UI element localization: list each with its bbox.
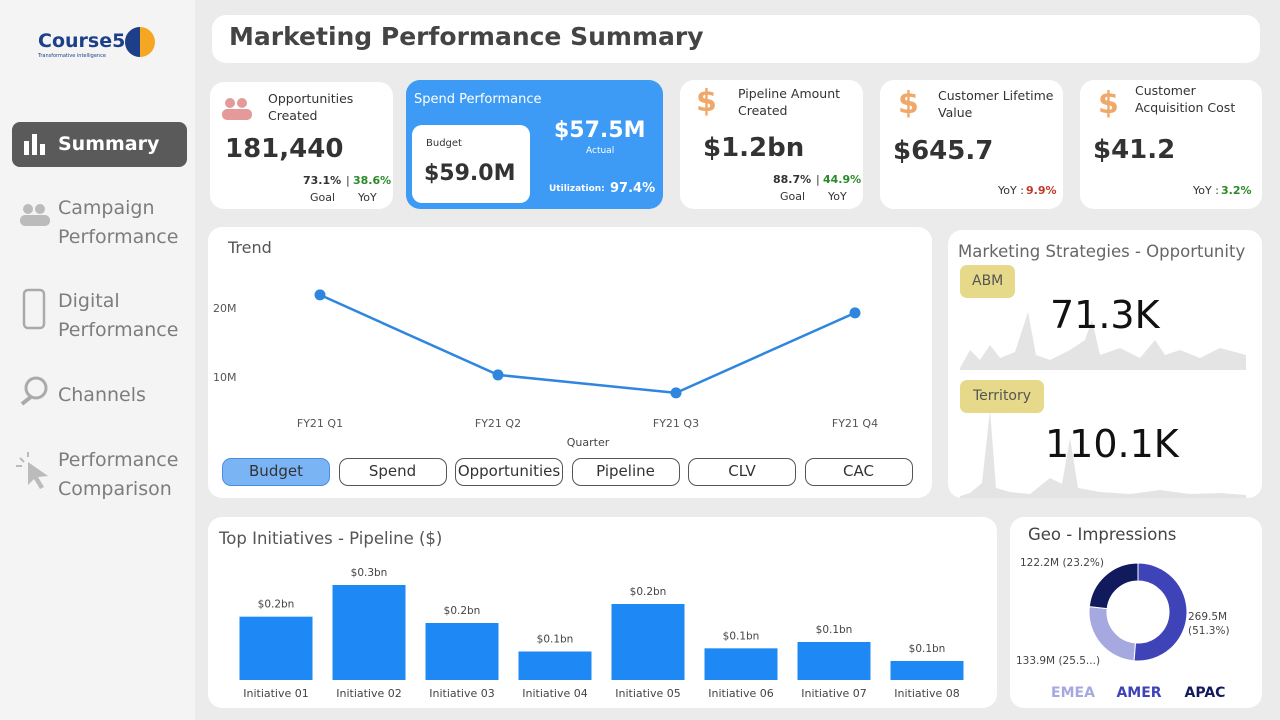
nav-item[interactable]: Performance Comparison: [58, 449, 179, 500]
kpi-yoy: 9.9%: [1026, 184, 1057, 197]
brand-tagline: Transformative intelligence: [38, 53, 106, 59]
nav-item[interactable]: Channels: [58, 384, 146, 406]
panel-title: Top Initiatives - Pipeline ($): [219, 529, 443, 548]
actual-label: Actual: [586, 146, 615, 156]
utilization-label: Utilization:: [549, 184, 605, 194]
strategy-tag: Territory: [960, 380, 1045, 413]
kpi-icon: $: [898, 86, 919, 121]
kpi-yoy: 44.9%: [823, 173, 862, 186]
kpi-icon: [222, 98, 252, 120]
spend-card: Spend Performance Budget $59.0M $57.5M A…: [406, 80, 663, 209]
kpi-value: $645.7: [893, 136, 994, 166]
budget-box: Budget $59.0M: [412, 125, 530, 203]
kpi-value: $1.2bn: [703, 133, 805, 163]
nav-icon: [22, 288, 46, 330]
slice-label: 269.5M (51.3%): [1188, 611, 1230, 637]
kpi-sep: |: [346, 174, 350, 187]
nav-item[interactable]: Digital Performance: [58, 290, 179, 341]
kpi-icon: $: [1098, 86, 1119, 121]
kpi-card: Opportunities Created 181,440 73.1% | 38…: [210, 82, 393, 209]
kpi-value: $41.2: [1093, 135, 1176, 165]
kpi-yoy-label: YoY: [358, 191, 377, 204]
filter-button[interactable]: Spend: [338, 458, 447, 486]
kpi-yoy: 3.2%: [1221, 184, 1252, 197]
strategy-value: 110.1K: [1045, 422, 1179, 466]
kpi-card: $ Customer Acquisition Cost $41.2 YoY : …: [1080, 80, 1262, 209]
kpi-label: Customer Lifetime Value: [938, 88, 1054, 120]
nav-icon: [24, 134, 45, 155]
kpi-goal: 88.7%: [773, 173, 812, 186]
filter-button[interactable]: CAC: [804, 458, 913, 486]
budget-value: $59.0M: [424, 161, 516, 186]
page-title: Marketing Performance Summary: [229, 22, 704, 51]
filter-button[interactable]: Opportunities: [455, 458, 563, 486]
slice-label: 133.9M (25.5...): [1016, 655, 1101, 667]
kpi-label: Customer Acquisition Cost: [1135, 83, 1236, 115]
kpi-goal-label: Goal: [310, 191, 336, 204]
nav-icon: [20, 376, 48, 406]
strategy-tag: ABM: [960, 265, 1016, 298]
initiatives-panel: Top Initiatives - Pipeline ($): [208, 517, 997, 708]
kpi-goal-label: Goal: [780, 190, 806, 203]
sidebar: Course5 Transformative intelligence Summ…: [0, 0, 195, 720]
filter-button[interactable]: Budget: [222, 458, 330, 486]
nav-item[interactable]: Campaign Performance: [58, 197, 179, 248]
kpi-yoy: 38.6%: [353, 174, 392, 187]
actual-value: $57.5M: [554, 118, 646, 143]
nav-icon: [20, 204, 50, 226]
kpi-sep: |: [816, 173, 820, 186]
panel-title: Marketing Strategies - Opportunity: [958, 242, 1246, 261]
kpi-label: Pipeline Amount Created: [738, 86, 841, 118]
budget-label: Budget: [426, 138, 462, 149]
nav-icon: [16, 452, 48, 489]
strategies-panel: Marketing Strategies - Opportunity ABM 7…: [948, 230, 1262, 498]
nav-item[interactable]: Summary: [58, 133, 160, 155]
kpi-yoy-label: YoY :: [1193, 184, 1219, 197]
kpi-yoy-label: YoY :: [998, 184, 1024, 197]
filter-button[interactable]: Pipeline: [571, 458, 680, 486]
kpi-yoy-label: YoY: [828, 190, 847, 203]
filter-button[interactable]: CLV: [688, 458, 796, 486]
kpi-card: $ Customer Lifetime Value $645.7 YoY : 9…: [880, 80, 1063, 209]
utilization-value: 97.4%: [610, 181, 656, 196]
kpi-label: Opportunities Created: [268, 91, 354, 123]
kpi-card: $ Pipeline Amount Created $1.2bn 88.7% |…: [680, 80, 863, 209]
kpi-label: Spend Performance: [414, 92, 542, 107]
brand-logo: [125, 27, 155, 57]
sparkline: [960, 410, 1246, 498]
kpi-icon: $: [696, 84, 717, 119]
kpi-goal: 73.1%: [303, 174, 342, 187]
brand-name: Course5: [38, 30, 126, 52]
sparkline: [960, 312, 1246, 370]
panel-title: Trend: [228, 238, 272, 257]
kpi-value: 181,440: [225, 134, 344, 164]
strategy-value: 71.3K: [1050, 293, 1160, 337]
slice-label: 122.2M (23.2%): [1020, 557, 1105, 569]
panel-title: Geo - Impressions: [1028, 525, 1177, 544]
header: Marketing Performance Summary: [212, 15, 1260, 63]
